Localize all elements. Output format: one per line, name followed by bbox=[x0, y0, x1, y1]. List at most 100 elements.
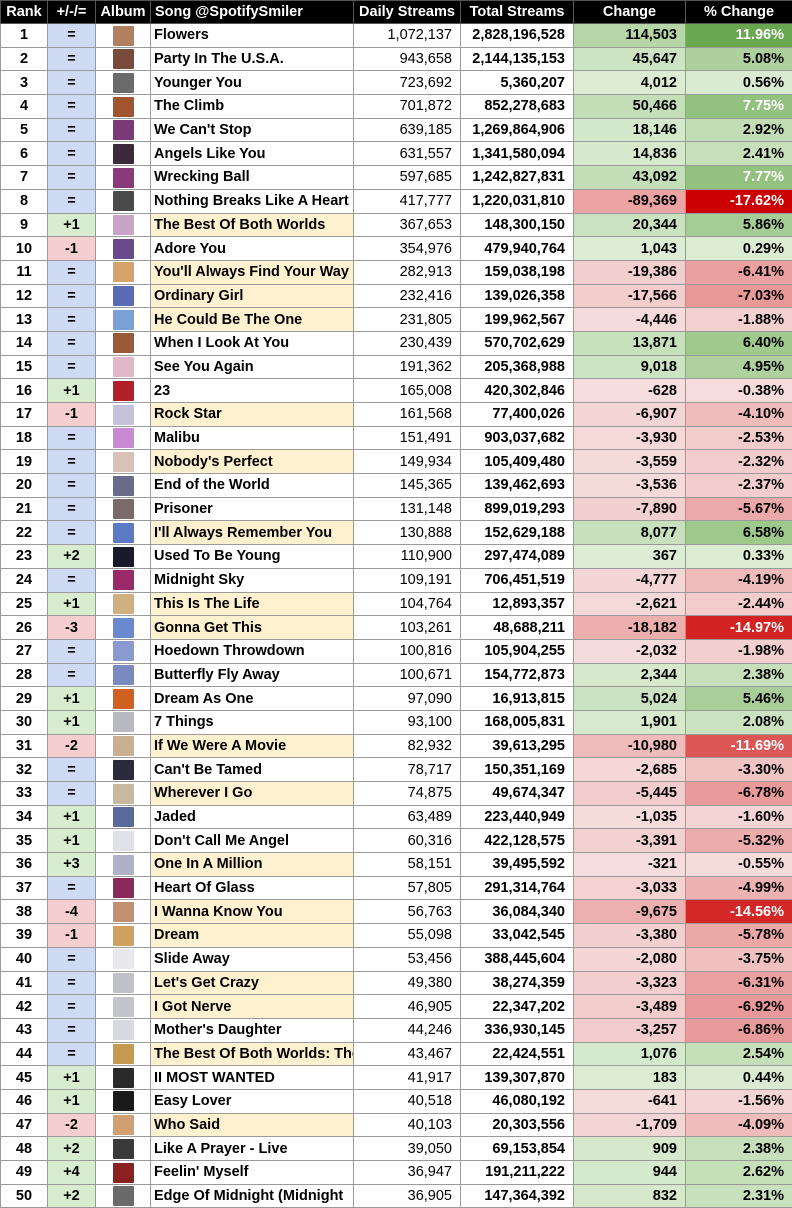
daily-streams-cell: 58,151 bbox=[354, 853, 461, 877]
movement-cell: = bbox=[48, 142, 96, 166]
movement-cell: +4 bbox=[48, 1161, 96, 1185]
rank-cell: 15 bbox=[1, 355, 48, 379]
change-cell: 20,344 bbox=[574, 213, 686, 237]
pct-change-cell: -7.03% bbox=[686, 284, 792, 308]
movement-cell: = bbox=[48, 521, 96, 545]
song-title: Nothing Breaks Like A Heart bbox=[151, 189, 354, 213]
change-cell: 1,901 bbox=[574, 710, 686, 734]
pct-change-cell: 5.46% bbox=[686, 687, 792, 711]
movement-cell: +1 bbox=[48, 805, 96, 829]
change-cell: -641 bbox=[574, 1089, 686, 1113]
daily-streams-cell: 97,090 bbox=[354, 687, 461, 711]
daily-streams-cell: 100,816 bbox=[354, 639, 461, 663]
rank-cell: 11 bbox=[1, 260, 48, 284]
pct-change-cell: -6.78% bbox=[686, 782, 792, 806]
rank-cell: 46 bbox=[1, 1089, 48, 1113]
pct-change-cell: 2.41% bbox=[686, 142, 792, 166]
song-title: We Can't Stop bbox=[151, 118, 354, 142]
rank-cell: 40 bbox=[1, 947, 48, 971]
rank-cell: 2 bbox=[1, 47, 48, 71]
movement-cell: +1 bbox=[48, 1089, 96, 1113]
change-cell: -19,386 bbox=[574, 260, 686, 284]
total-streams-cell: 706,451,519 bbox=[461, 568, 574, 592]
daily-streams-cell: 41,917 bbox=[354, 1066, 461, 1090]
rank-cell: 19 bbox=[1, 450, 48, 474]
daily-streams-cell: 145,365 bbox=[354, 474, 461, 498]
change-cell: 4,012 bbox=[574, 71, 686, 95]
rank-cell: 45 bbox=[1, 1066, 48, 1090]
total-streams-cell: 105,409,480 bbox=[461, 450, 574, 474]
total-streams-cell: 22,424,551 bbox=[461, 1042, 574, 1066]
daily-streams-cell: 46,905 bbox=[354, 995, 461, 1019]
song-title: End of the World bbox=[151, 474, 354, 498]
rank-cell: 16 bbox=[1, 379, 48, 403]
song-title: I Wanna Know You bbox=[151, 900, 354, 924]
album-cover-image bbox=[113, 784, 134, 804]
pct-change-cell: -3.75% bbox=[686, 947, 792, 971]
pct-change-cell: 5.08% bbox=[686, 47, 792, 71]
album-cover-image bbox=[113, 49, 134, 69]
album-cell bbox=[96, 1066, 151, 1090]
pct-change-cell: -5.32% bbox=[686, 829, 792, 853]
change-cell: -321 bbox=[574, 853, 686, 877]
song-title: Prisoner bbox=[151, 497, 354, 521]
song-title: He Could Be The One bbox=[151, 308, 354, 332]
pct-change-cell: 5.86% bbox=[686, 213, 792, 237]
song-title: Dream bbox=[151, 924, 354, 948]
album-cover-image bbox=[113, 405, 134, 425]
album-cell bbox=[96, 1018, 151, 1042]
pct-change-cell: -0.38% bbox=[686, 379, 792, 403]
album-cell bbox=[96, 379, 151, 403]
total-streams-cell: 69,153,854 bbox=[461, 1137, 574, 1161]
total-streams-cell: 16,913,815 bbox=[461, 687, 574, 711]
change-cell: -10,980 bbox=[574, 734, 686, 758]
album-cover-image bbox=[113, 73, 134, 93]
rank-cell: 13 bbox=[1, 308, 48, 332]
movement-cell: = bbox=[48, 1042, 96, 1066]
movement-cell: = bbox=[48, 189, 96, 213]
daily-streams-cell: 93,100 bbox=[354, 710, 461, 734]
daily-streams-cell: 100,671 bbox=[354, 663, 461, 687]
movement-cell: = bbox=[48, 308, 96, 332]
album-cover-image bbox=[113, 807, 134, 827]
pct-change-cell: 6.58% bbox=[686, 521, 792, 545]
album-cell bbox=[96, 663, 151, 687]
song-title: Adore You bbox=[151, 237, 354, 261]
album-cover-image bbox=[113, 902, 134, 922]
album-cell bbox=[96, 971, 151, 995]
daily-streams-cell: 943,658 bbox=[354, 47, 461, 71]
daily-streams-cell: 161,568 bbox=[354, 403, 461, 427]
album-cell bbox=[96, 782, 151, 806]
total-streams-cell: 49,674,347 bbox=[461, 782, 574, 806]
change-cell: -3,033 bbox=[574, 876, 686, 900]
album-cover-image bbox=[113, 831, 134, 851]
rank-cell: 37 bbox=[1, 876, 48, 900]
album-cover-image bbox=[113, 926, 134, 946]
song-title: I Got Nerve bbox=[151, 995, 354, 1019]
total-streams-cell: 39,613,295 bbox=[461, 734, 574, 758]
movement-cell: = bbox=[48, 639, 96, 663]
rank-cell: 7 bbox=[1, 166, 48, 190]
song-title: Dream As One bbox=[151, 687, 354, 711]
movement-cell: = bbox=[48, 426, 96, 450]
rank-cell: 48 bbox=[1, 1137, 48, 1161]
album-cell bbox=[96, 142, 151, 166]
album-cover-image bbox=[113, 26, 134, 46]
change-cell: 832 bbox=[574, 1184, 686, 1208]
movement-cell: +1 bbox=[48, 710, 96, 734]
movement-cell: +1 bbox=[48, 1066, 96, 1090]
album-cell bbox=[96, 592, 151, 616]
rank-cell: 38 bbox=[1, 900, 48, 924]
rank-cell: 22 bbox=[1, 521, 48, 545]
change-cell: -89,369 bbox=[574, 189, 686, 213]
total-streams-cell: 5,360,207 bbox=[461, 71, 574, 95]
